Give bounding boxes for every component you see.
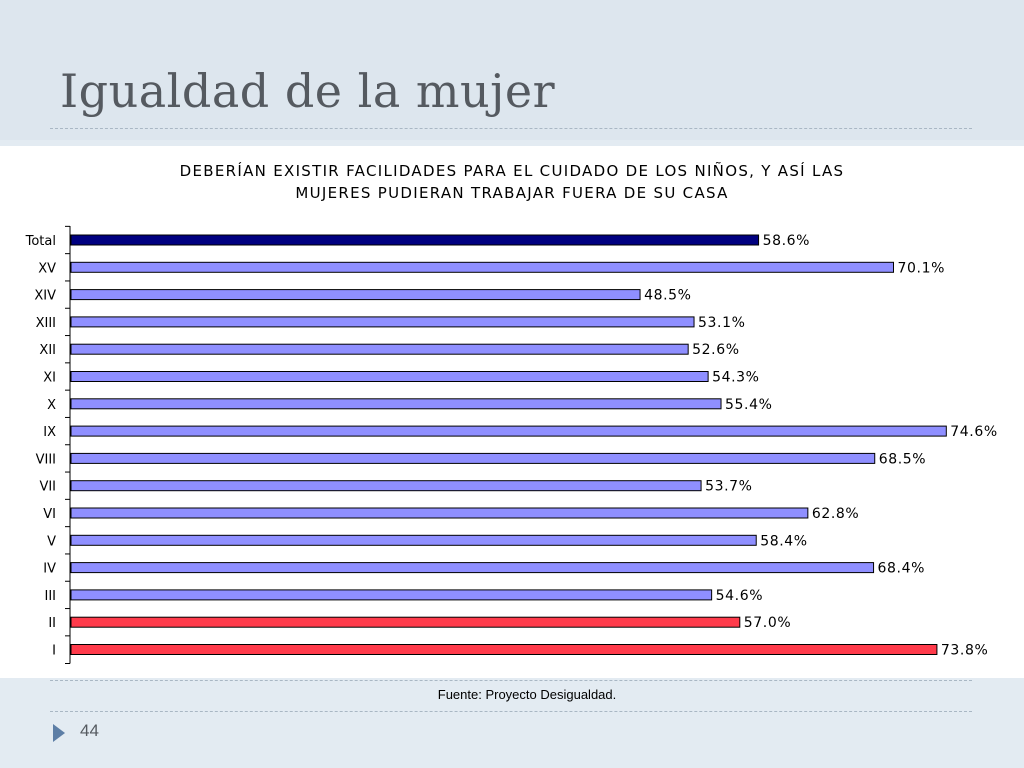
category-label: I xyxy=(52,644,56,659)
bar xyxy=(70,289,641,301)
data-label: 54.6% xyxy=(716,588,763,604)
chart-divider xyxy=(50,680,972,681)
category-label: XIV xyxy=(34,289,56,304)
chart-title-line-2: MUJERES PUDIERAN TRABAJAR FUERA DE SU CA… xyxy=(295,184,728,202)
bar xyxy=(70,425,947,437)
category-label: XI xyxy=(43,371,56,386)
category-label: VII xyxy=(39,480,56,495)
bar xyxy=(70,371,709,382)
chart-source: Fuente: Proyecto Desigualdad. xyxy=(437,687,617,702)
bar xyxy=(70,644,938,655)
data-label: 74.6% xyxy=(950,424,997,440)
category-label: X xyxy=(47,398,56,413)
bar xyxy=(70,343,689,355)
slide-footer xyxy=(0,716,1024,756)
data-label: 58.4% xyxy=(760,533,807,549)
page-number: 44 xyxy=(80,721,99,740)
bar xyxy=(70,234,760,246)
chart-title-line-1: DEBERÍAN EXISTIR FACILIDADES PARA EL CUI… xyxy=(180,161,845,180)
category-label: XV xyxy=(38,261,56,276)
bar xyxy=(70,534,757,546)
title-divider xyxy=(50,128,972,129)
category-label: XIII xyxy=(36,316,56,331)
data-label: 58.6% xyxy=(763,233,810,249)
data-label: 52.6% xyxy=(692,342,739,358)
category-label: II xyxy=(48,616,56,631)
bar xyxy=(70,452,876,464)
data-label: 70.1% xyxy=(898,260,945,276)
data-label: 53.1% xyxy=(698,315,745,331)
data-label: 68.4% xyxy=(878,561,925,577)
data-label: 73.8% xyxy=(941,643,988,659)
data-label: 48.5% xyxy=(644,288,691,304)
category-label: V xyxy=(47,534,56,549)
category-label: VI xyxy=(43,507,56,522)
category-label: IX xyxy=(43,425,56,440)
triangle-bullet-icon xyxy=(53,724,65,742)
data-label: 62.8% xyxy=(812,506,859,522)
data-label: 54.3% xyxy=(712,370,759,386)
slide-title: Igualdad de la mujer xyxy=(60,64,556,118)
category-label: Total xyxy=(25,234,56,249)
bar xyxy=(70,616,741,628)
data-label: 68.5% xyxy=(879,451,926,467)
category-label: III xyxy=(44,589,56,604)
data-label: 53.7% xyxy=(705,479,752,495)
footer-divider xyxy=(50,711,972,712)
category-label: VIII xyxy=(36,452,56,467)
data-label: 57.0% xyxy=(744,615,791,631)
bar xyxy=(70,398,722,410)
category-label: XII xyxy=(39,343,56,358)
bar-chart: DEBERÍAN EXISTIR FACILIDADES PARA EL CUI… xyxy=(25,161,997,664)
category-label: IV xyxy=(43,562,56,577)
bar xyxy=(70,562,875,574)
bar xyxy=(70,480,702,492)
data-label: 55.4% xyxy=(725,397,772,413)
chart-area: DEBERÍAN EXISTIR FACILIDADES PARA EL CUI… xyxy=(0,146,1024,678)
slide-header xyxy=(0,0,1024,140)
bar xyxy=(70,261,895,273)
bar xyxy=(70,589,713,601)
bar xyxy=(70,316,695,328)
bar xyxy=(70,507,809,519)
